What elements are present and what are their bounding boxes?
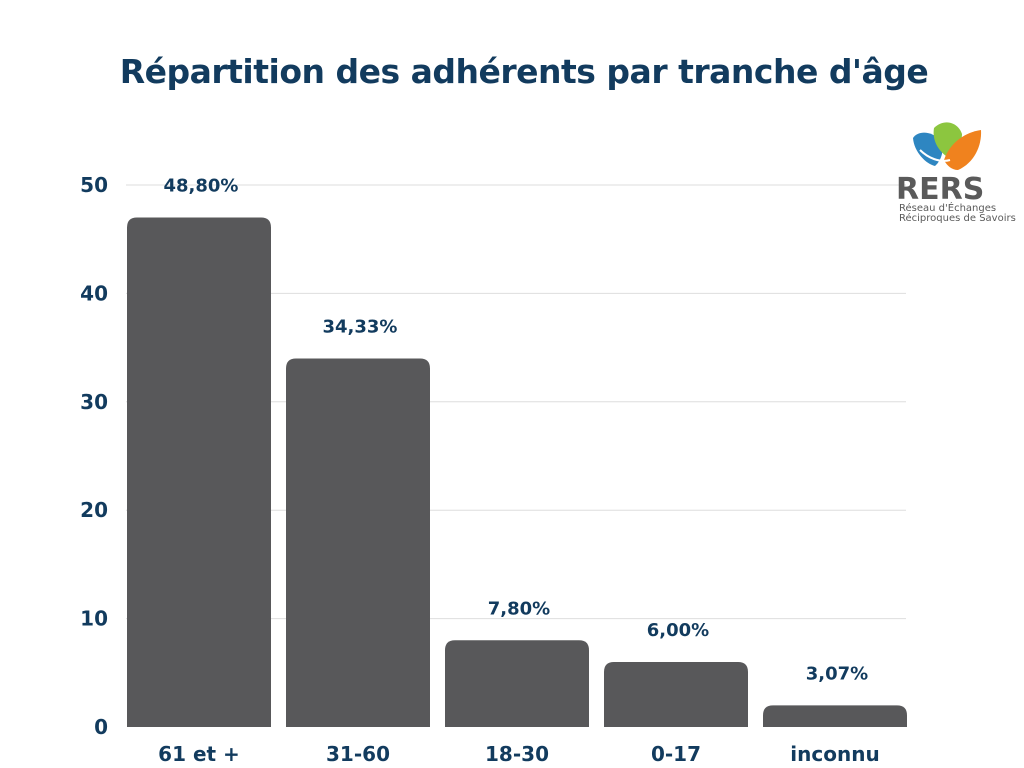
x-category-label: 18-30 <box>485 742 549 766</box>
x-category-label: inconnu <box>790 742 879 766</box>
x-category-label: 31-60 <box>326 742 390 766</box>
data-label: 6,00% <box>647 620 709 641</box>
data-label: 3,07% <box>806 663 868 684</box>
y-tick-label: 40 <box>80 281 108 305</box>
chart-title: Répartition des adhérents par tranche d'… <box>119 52 929 91</box>
logo-name: RERS <box>896 172 984 207</box>
bar <box>445 640 589 727</box>
y-tick-label: 0 <box>94 715 108 739</box>
y-tick-label: 20 <box>80 498 108 522</box>
x-axis-categories: 61 et + 31-60 18-30 0-17 inconnu <box>158 742 880 766</box>
rers-logo: RERS Réseau d'Échanges Réciproques de Sa… <box>896 122 1016 224</box>
y-tick-label: 10 <box>80 607 108 631</box>
logo-tagline-1: Réseau d'Échanges <box>899 201 996 214</box>
data-label: 7,80% <box>488 598 550 619</box>
y-axis-ticks: 0 10 20 30 40 50 <box>80 173 108 739</box>
data-label: 48,80% <box>164 176 239 197</box>
x-category-label: 0-17 <box>651 742 701 766</box>
bar <box>286 358 430 727</box>
y-tick-label: 30 <box>80 390 108 414</box>
y-tick-label: 50 <box>80 173 108 197</box>
bar <box>763 705 907 727</box>
bar <box>127 217 271 727</box>
bar <box>604 661 748 727</box>
bars <box>127 217 907 727</box>
x-category-label: 61 et + <box>158 742 240 766</box>
logo-tagline-2: Réciproques de Savoirs <box>899 212 1016 224</box>
data-labels: 48,80% 34,33% 7,80% 6,00% 3,07% <box>164 176 869 685</box>
data-label: 34,33% <box>323 316 398 337</box>
leaves-hands-icon <box>913 122 982 170</box>
